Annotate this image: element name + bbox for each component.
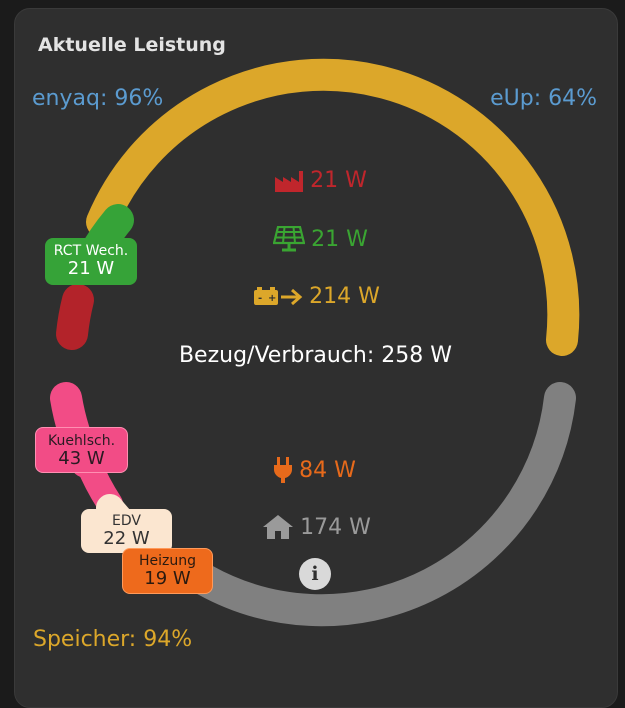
edv-tag[interactable]: EDV 22 W — [81, 509, 172, 553]
solar-power-row[interactable]: 21 W — [0, 226, 625, 252]
enyaq-soc[interactable]: enyaq: 96% — [32, 86, 164, 111]
rct-label: RCT Wech. — [53, 243, 129, 259]
rct-inverter-tag[interactable]: RCT Wech. 21 W — [45, 238, 137, 285]
kuehlschrank-tag[interactable]: Kuehlsch. 43 W — [35, 427, 128, 473]
grid-power-value: 21 W — [310, 168, 367, 193]
house-icon — [262, 514, 294, 540]
power-card — [14, 8, 618, 708]
grid-power-row[interactable]: 21 W — [0, 168, 625, 193]
info-icon[interactable]: i — [299, 558, 331, 590]
solar-panel-icon — [273, 226, 306, 252]
battery-discharge-icon: - + — [253, 285, 303, 309]
house-arc — [189, 382, 576, 627]
heizung-tag[interactable]: Heizung 19 W — [122, 548, 213, 594]
battery-power-value: 214 W — [309, 284, 380, 309]
plug-power-row[interactable]: 84 W — [0, 456, 625, 484]
heizung-label: Heizung — [138, 553, 196, 569]
svg-text:-: - — [258, 293, 262, 304]
battery-power-row[interactable]: - + 214 W — [0, 284, 625, 309]
plug-icon — [273, 456, 293, 484]
edv-value: 22 W — [103, 528, 150, 550]
kuehl-label: Kuehlsch. — [47, 433, 116, 449]
house-power-row[interactable]: 174 W — [0, 514, 625, 540]
card-title: Aktuelle Leistung — [38, 34, 226, 56]
solar-power-value: 21 W — [311, 226, 368, 252]
grid-segment — [56, 284, 94, 350]
speicher-soc[interactable]: Speicher: 94% — [33, 627, 193, 652]
kuehl-value: 43 W — [58, 448, 105, 470]
rct-value: 21 W — [67, 258, 115, 280]
house-power-value: 174 W — [300, 514, 371, 540]
bezug-verbrauch-summary: Bezug/Verbrauch: 258 W — [178, 343, 453, 368]
edv-label: EDV — [112, 513, 141, 529]
battery-arc — [86, 58, 580, 356]
eup-soc[interactable]: eUp: 64% — [490, 86, 597, 111]
plug-power-value: 84 W — [299, 457, 356, 483]
heizung-value: 19 W — [144, 568, 191, 590]
svg-text:+: + — [268, 293, 276, 304]
factory-icon — [274, 169, 304, 193]
